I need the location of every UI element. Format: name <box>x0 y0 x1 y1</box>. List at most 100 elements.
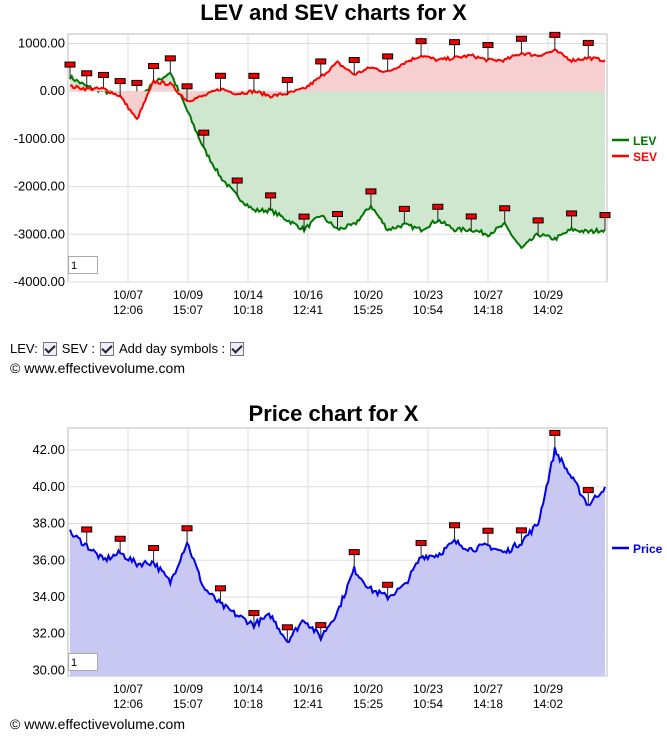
day-marker <box>181 83 193 90</box>
day-marker <box>148 545 160 552</box>
x-tick-time: 10:54 <box>413 303 443 317</box>
price-zoom-input[interactable]: 1 <box>68 653 98 671</box>
day-marker <box>164 55 176 62</box>
day-marker <box>114 535 126 542</box>
day-marker <box>265 192 277 199</box>
day-marker <box>515 527 527 534</box>
x-tick-time: 15:25 <box>353 697 383 711</box>
day-marker <box>281 76 293 83</box>
day-marker <box>214 585 226 592</box>
x-tick-time: 12:06 <box>113 697 143 711</box>
x-tick-date: 10/16 <box>293 682 323 696</box>
lev-sev-chart-title: LEV and SEV charts for X <box>200 0 467 25</box>
x-tick-time: 12:06 <box>113 303 143 317</box>
day-marker <box>332 211 343 218</box>
legend-label-sev: SEV <box>633 150 657 164</box>
x-tick-date: 10/20 <box>353 682 383 696</box>
day-marker <box>214 72 226 79</box>
series-fill-price <box>70 447 605 676</box>
lev-toggle-checkbox[interactable] <box>42 341 57 356</box>
day-marker <box>231 177 243 184</box>
lev-sev-chart: 1000.00 0.00 -1000.00 -2000.00 -3000.00 -4000… <box>14 31 657 317</box>
day-marker <box>599 212 611 219</box>
chart-controls: LEV: SEV : Add day symbols : <box>10 341 246 356</box>
day-marker <box>532 217 544 224</box>
day-marker <box>64 61 76 68</box>
day-marker <box>315 622 327 629</box>
day-marker <box>449 522 461 529</box>
day-marker <box>348 57 360 64</box>
x-tick-time: 14:02 <box>533 303 563 317</box>
y-tick-label: 32.00 <box>32 626 65 641</box>
day-marker <box>198 129 210 136</box>
x-tick-time: 10:54 <box>413 697 443 711</box>
day-marker <box>97 71 109 78</box>
x-tick-time: 14:18 <box>473 303 503 317</box>
copyright-top: © www.effectivevolume.com <box>10 360 186 376</box>
day-marker <box>248 72 260 79</box>
day-marker <box>181 525 193 532</box>
x-tick-date: 10/27 <box>473 682 503 696</box>
y-tick-label: -3000.00 <box>14 226 65 241</box>
x-tick-time: 12:41 <box>293 303 323 317</box>
day-marker <box>482 527 494 534</box>
x-tick-date: 10/09 <box>173 682 203 696</box>
x-tick-time: 10:18 <box>233 697 263 711</box>
y-tick-label: 30.00 <box>32 662 65 677</box>
sev-toggle-checkbox[interactable] <box>99 341 114 356</box>
series-fill-lev <box>70 72 605 248</box>
day-marker <box>382 53 394 60</box>
x-tick-time: 15:07 <box>173 697 203 711</box>
x-tick-date: 10/29 <box>533 682 563 696</box>
price-chart: 42.00 40.00 38.00 36.00 34.00 32.00 30.00 10/07… <box>32 427 663 711</box>
day-symbols-checkbox[interactable] <box>230 341 245 356</box>
day-marker <box>315 58 327 65</box>
day-marker <box>415 539 427 546</box>
day-marker <box>515 35 527 42</box>
y-tick-label: -1000.00 <box>14 131 65 146</box>
day-marker <box>566 210 578 217</box>
day-marker <box>382 581 394 588</box>
y-tick-label: 34.00 <box>32 589 65 604</box>
y-tick-label: 40.00 <box>32 479 65 494</box>
x-tick-date: 10/23 <box>413 682 443 696</box>
day-marker <box>499 205 511 212</box>
series-fill-sev <box>70 49 605 119</box>
series-line-price <box>69 447 606 644</box>
day-marker <box>432 203 444 210</box>
x-tick-date: 10/14 <box>233 288 263 302</box>
day-marker <box>549 31 561 38</box>
x-tick-date: 10/20 <box>353 288 383 302</box>
y-tick-label: 36.00 <box>32 552 65 567</box>
x-tick-date: 10/23 <box>413 288 443 302</box>
lev-toggle-label: LEV: <box>10 341 38 356</box>
x-tick-date: 10/07 <box>113 682 143 696</box>
day-marker <box>415 38 427 45</box>
day-marker <box>549 429 561 436</box>
day-marker <box>81 70 93 77</box>
x-tick-date: 10/29 <box>533 288 563 302</box>
x-tick-time: 14:18 <box>473 697 503 711</box>
y-tick-label: -2000.00 <box>14 179 65 194</box>
day-marker <box>248 610 260 617</box>
day-marker <box>482 42 494 49</box>
x-tick-date: 10/16 <box>293 288 323 302</box>
day-marker <box>81 526 93 533</box>
day-marker <box>131 79 143 86</box>
day-marker <box>348 549 360 556</box>
price-chart-title: Price chart for X <box>248 401 419 426</box>
x-tick-time: 15:25 <box>353 303 383 317</box>
day-marker <box>398 205 410 212</box>
lev-sev-zoom-input[interactable]: 1 <box>68 256 98 274</box>
day-marker <box>298 213 310 220</box>
x-tick-time: 14:02 <box>533 697 563 711</box>
day-marker <box>365 188 377 195</box>
y-tick-label: 0.00 <box>40 83 65 98</box>
x-tick-date: 10/09 <box>173 288 203 302</box>
x-tick-time: 12:41 <box>293 697 323 711</box>
day-marker <box>114 78 126 85</box>
y-tick-label: -4000.00 <box>14 274 65 289</box>
day-marker <box>148 62 160 69</box>
x-tick-date: 10/27 <box>473 288 503 302</box>
day-marker <box>582 487 594 494</box>
